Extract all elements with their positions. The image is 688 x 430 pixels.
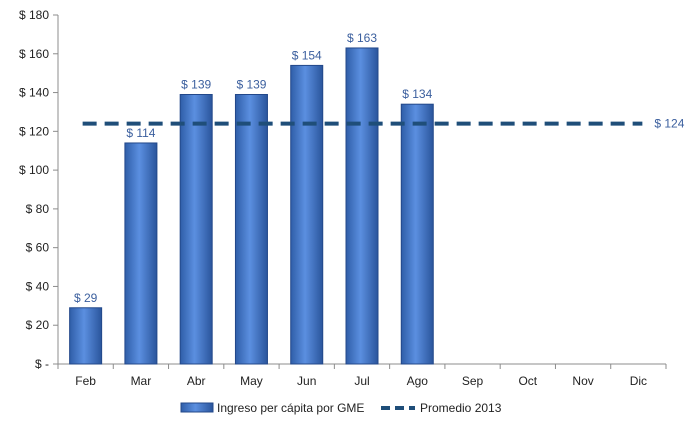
x-tick-label: Nov bbox=[572, 374, 593, 388]
bar-data-label: $ 139 bbox=[236, 77, 266, 91]
bar bbox=[179, 93, 213, 365]
x-tick-label: May bbox=[240, 374, 263, 388]
bar bbox=[124, 142, 158, 365]
data-labels: $ 29 $ 114 $ 139 $ 139 $ 154 $ 163 $ 134 bbox=[74, 31, 433, 305]
average-line: $ 124 bbox=[82, 117, 685, 131]
y-tick-label: $ 60 bbox=[26, 241, 50, 255]
legend-line-label: Promedio 2013 bbox=[420, 401, 502, 415]
bar bbox=[345, 47, 379, 365]
legend-bar-label: Ingreso per cápita por GME bbox=[217, 401, 364, 415]
x-tick-label: Oct bbox=[518, 374, 537, 388]
x-tick-label: Sep bbox=[462, 374, 484, 388]
x-tick-label: Jun bbox=[297, 374, 316, 388]
x-tick-label: Dic bbox=[630, 374, 647, 388]
y-tick-label: $ - bbox=[35, 357, 49, 371]
x-tick-label: Feb bbox=[75, 374, 96, 388]
bar-data-label: $ 134 bbox=[402, 87, 432, 101]
bar bbox=[290, 64, 324, 365]
bar-data-label: $ 139 bbox=[181, 77, 211, 91]
x-tick-label: Jul bbox=[354, 374, 369, 388]
x-tick-label: Mar bbox=[131, 374, 152, 388]
x-tick-label: Ago bbox=[407, 374, 429, 388]
bar-data-label: $ 29 bbox=[74, 291, 98, 305]
bar-data-label: $ 154 bbox=[292, 48, 322, 62]
y-tick-label: $ 140 bbox=[19, 86, 49, 100]
y-tick-label: $ 180 bbox=[19, 8, 49, 22]
bar-data-label: $ 163 bbox=[347, 31, 377, 45]
y-tick-label: $ 160 bbox=[19, 47, 49, 61]
y-tick-label: $ 80 bbox=[26, 202, 50, 216]
bar-data-label: $ 114 bbox=[126, 126, 155, 140]
legend: Ingreso per cápita por GME Promedio 2013 bbox=[180, 401, 502, 415]
bar-series bbox=[69, 47, 434, 365]
y-tick-label: $ 20 bbox=[26, 318, 50, 332]
chart-axes: $ - $ 20 $ 40 $ 60 $ 80 $ 100 $ 120 $ 140 $ 160 $… bbox=[19, 8, 667, 388]
x-tick-label: Abr bbox=[187, 374, 206, 388]
y-tick-label: $ 100 bbox=[19, 163, 49, 177]
average-line-label: $ 124 bbox=[654, 117, 684, 131]
y-tick-label: $ 40 bbox=[26, 279, 50, 293]
bar bbox=[234, 93, 268, 365]
legend-bar-swatch bbox=[180, 402, 214, 413]
y-tick-label: $ 120 bbox=[19, 124, 49, 138]
bar bbox=[69, 307, 103, 365]
bar bbox=[400, 103, 434, 365]
